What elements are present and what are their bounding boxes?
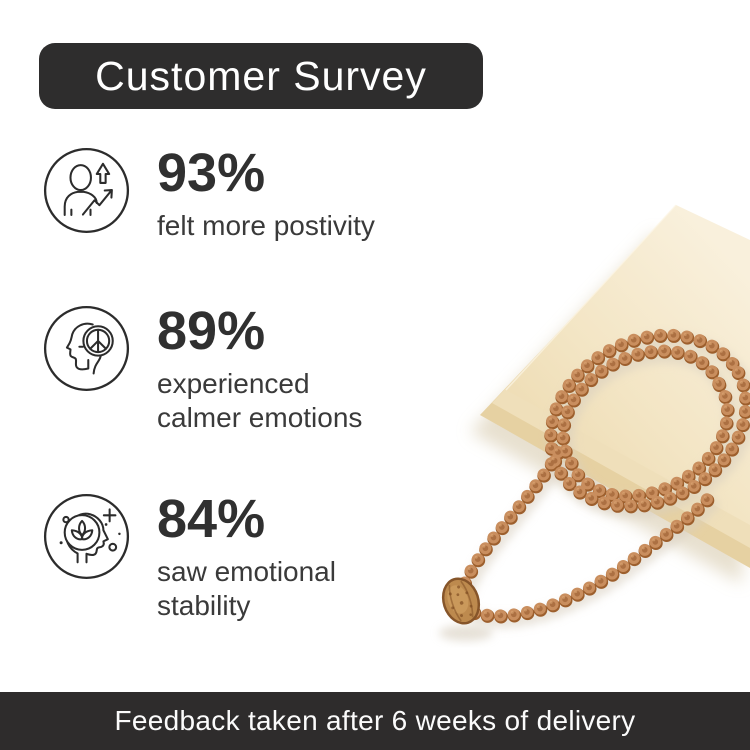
stat-label-calmer-emotions: experienced calmer emotions <box>157 368 363 434</box>
stat-row-emotional-stability: 84% saw emotional stability <box>42 492 336 623</box>
emotional-stability-icon <box>43 493 130 580</box>
stat-label-emotional-stability: saw emotional stability <box>157 556 336 622</box>
guru-bead <box>441 577 481 625</box>
stat-value-emotional-stability: 84% <box>157 489 266 549</box>
footer-bar: Feedback taken after 6 weeks of delivery <box>0 692 750 750</box>
stat-row-calmer-emotions: 89% experienced calmer emotions <box>42 304 362 435</box>
page-title: Customer Survey <box>95 52 427 99</box>
peace-of-mind-icon <box>43 305 130 392</box>
stat-value-positivity: 93% <box>157 143 266 203</box>
stat-row-positivity: 93% felt more postivity <box>42 146 375 243</box>
stat-value-calmer-emotions: 89% <box>157 301 266 361</box>
growth-person-icon <box>43 147 130 234</box>
footer-note: Feedback taken after 6 weeks of delivery <box>114 705 636 736</box>
stat-label-positivity: felt more postivity <box>157 210 375 241</box>
title-banner: Customer Survey <box>39 43 483 109</box>
